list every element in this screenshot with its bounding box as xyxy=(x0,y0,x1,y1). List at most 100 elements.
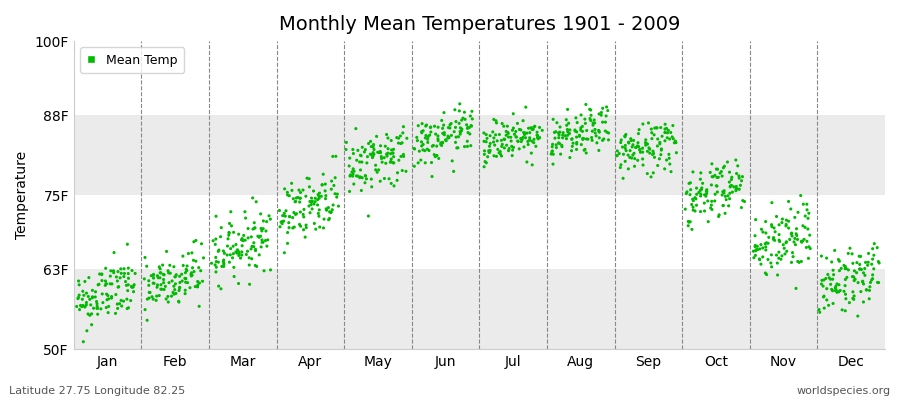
Point xyxy=(710,166,724,172)
Point xyxy=(737,198,751,205)
Point xyxy=(449,118,464,125)
Point xyxy=(791,209,806,216)
Point xyxy=(709,166,724,172)
Point xyxy=(680,189,694,195)
Point xyxy=(138,254,152,261)
Point xyxy=(319,206,333,212)
Point xyxy=(589,133,603,139)
Point xyxy=(870,244,885,251)
Point xyxy=(814,277,829,284)
Point xyxy=(418,160,432,166)
Point xyxy=(248,248,263,254)
Point xyxy=(77,303,92,310)
Point xyxy=(789,231,804,237)
Point xyxy=(83,296,97,302)
Point xyxy=(666,136,680,142)
Point xyxy=(152,264,166,270)
Point xyxy=(192,264,206,271)
Point xyxy=(345,169,359,175)
Point xyxy=(480,135,494,142)
Point xyxy=(121,241,135,248)
Point xyxy=(827,247,842,254)
Point xyxy=(374,142,388,149)
Point xyxy=(465,116,480,122)
Point xyxy=(490,138,504,144)
Point xyxy=(167,274,182,280)
Point xyxy=(157,276,171,283)
Point xyxy=(779,248,794,254)
Point xyxy=(364,138,378,145)
Point xyxy=(665,134,680,140)
Point xyxy=(106,268,121,274)
Point xyxy=(169,272,184,278)
Point xyxy=(732,186,746,192)
Point xyxy=(156,262,170,268)
Point xyxy=(718,210,733,216)
Point xyxy=(380,131,394,138)
Point xyxy=(816,277,831,283)
Point xyxy=(482,149,497,156)
Point xyxy=(686,207,700,213)
Point xyxy=(425,143,439,150)
Point xyxy=(778,223,793,229)
Point xyxy=(339,139,354,146)
Point xyxy=(194,240,209,247)
Point xyxy=(770,213,784,220)
Point xyxy=(317,216,331,222)
Point xyxy=(781,225,796,231)
Point xyxy=(640,141,654,147)
Point xyxy=(414,157,428,163)
Point xyxy=(801,215,815,222)
Point xyxy=(652,156,667,162)
Point xyxy=(775,220,789,226)
Point xyxy=(841,250,855,257)
Point xyxy=(358,146,373,153)
Point xyxy=(395,167,410,174)
Text: worldspecies.org: worldspecies.org xyxy=(796,386,891,396)
Point xyxy=(212,247,226,253)
Point xyxy=(801,226,815,232)
Point xyxy=(493,151,508,157)
Point xyxy=(519,159,534,165)
Point xyxy=(216,258,230,265)
Point xyxy=(570,119,584,126)
Point xyxy=(356,144,370,150)
Point xyxy=(850,313,865,319)
Point xyxy=(586,122,600,128)
Point xyxy=(734,178,749,184)
Point xyxy=(710,189,724,195)
Point xyxy=(418,123,433,129)
Point xyxy=(98,265,112,272)
Point xyxy=(596,119,610,125)
Point xyxy=(106,270,121,276)
Point xyxy=(617,133,632,139)
Point xyxy=(842,245,857,252)
Point xyxy=(349,157,364,164)
Point xyxy=(724,176,739,183)
Point xyxy=(526,124,541,130)
Point xyxy=(166,291,181,297)
Point xyxy=(382,176,396,182)
Point xyxy=(499,128,513,135)
Point xyxy=(111,305,125,312)
Point xyxy=(713,170,727,176)
Point xyxy=(660,134,674,141)
Point xyxy=(491,146,505,152)
Point xyxy=(766,236,780,242)
Point xyxy=(652,141,667,147)
Point xyxy=(226,250,240,257)
Point xyxy=(99,281,113,287)
Point xyxy=(683,192,698,198)
Point xyxy=(856,281,870,287)
Point xyxy=(554,142,569,148)
Point xyxy=(832,288,846,295)
Point xyxy=(318,181,332,187)
Point xyxy=(626,137,641,144)
Point xyxy=(814,281,829,287)
Point xyxy=(184,271,198,278)
Point xyxy=(312,224,327,230)
Point xyxy=(545,141,560,148)
Point xyxy=(847,268,861,274)
Point xyxy=(624,136,638,142)
Point xyxy=(393,133,408,139)
